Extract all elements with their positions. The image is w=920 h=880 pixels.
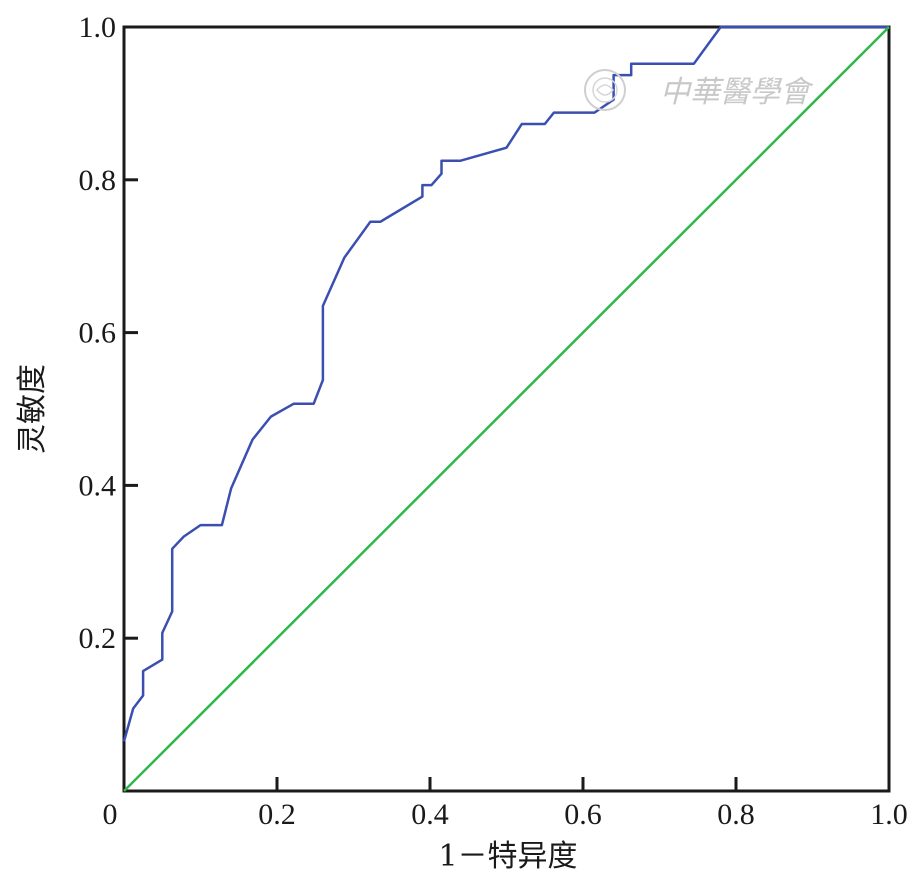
x-tick-label: 1.0 <box>870 798 908 831</box>
y-axis-ticks: 0.2 0.4 0.6 0.8 1.0 <box>79 11 138 655</box>
y-tick-label: 0.8 <box>79 164 117 197</box>
y-tick-label: 1.0 <box>79 11 117 44</box>
y-tick-label: 0.6 <box>79 317 117 350</box>
seal-icon <box>584 69 626 111</box>
x-tick-label: 0.8 <box>717 798 755 831</box>
x-tick-label: 0 <box>103 798 118 831</box>
x-axis-ticks: 0 0.2 0.4 0.6 0.8 1.0 <box>103 777 908 831</box>
x-tick-label: 0.6 <box>564 798 602 831</box>
watermark: 中華醫學會 <box>584 69 814 111</box>
x-axis-label: 1－特异度 <box>438 839 577 874</box>
y-axis-label: 灵敏度 <box>15 364 50 454</box>
plot-frame <box>122 25 891 793</box>
x-tick-label: 0.4 <box>411 798 449 831</box>
watermark-text: 中華醫學會 <box>660 75 814 110</box>
series-line-0 <box>122 25 889 742</box>
y-tick-label: 0.2 <box>79 622 117 655</box>
x-tick-label: 0.2 <box>258 798 296 831</box>
plot-area <box>122 25 891 793</box>
y-tick-label: 0.4 <box>79 469 117 502</box>
series-line-1 <box>123 26 890 792</box>
